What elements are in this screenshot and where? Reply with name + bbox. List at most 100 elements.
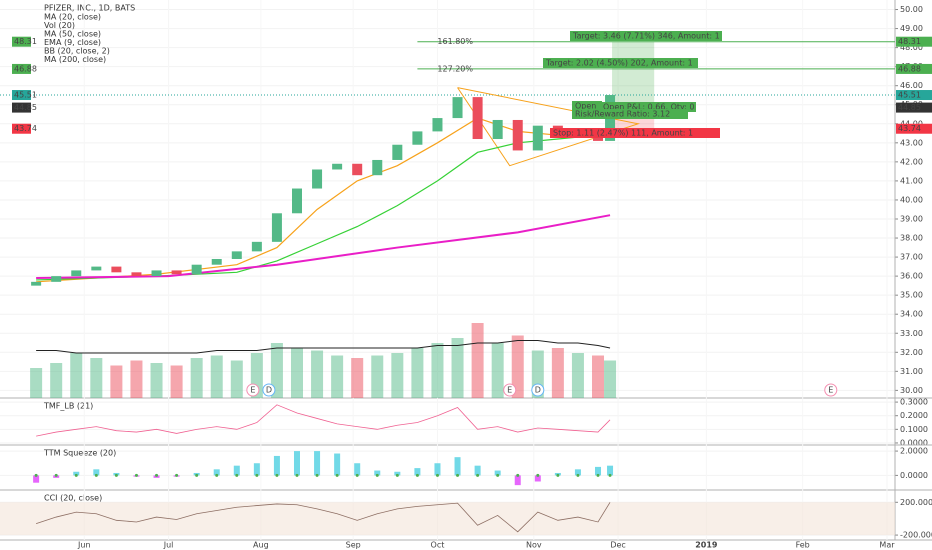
- legend-entry: MA (50, close): [44, 30, 101, 39]
- y-tick-label: 41.00: [900, 176, 923, 185]
- volume-bar: [230, 360, 243, 398]
- squeeze-dot: [476, 473, 480, 477]
- x-tick-label: Nov: [526, 541, 542, 550]
- squeeze-bar: [253, 463, 260, 476]
- squeeze-bar: [414, 468, 421, 476]
- y-tick-label: 50.00: [900, 5, 923, 14]
- indicator-line: [36, 404, 611, 437]
- price-tag-label: 43.74: [14, 124, 37, 133]
- fib-label: 127.20%: [437, 64, 473, 73]
- y-tick-label: 33.00: [900, 329, 923, 338]
- event-label: D: [266, 386, 272, 395]
- volume-bar: [331, 355, 344, 398]
- profit-zone: [612, 41, 655, 108]
- ma-line: [36, 214, 611, 280]
- squeeze-dot: [114, 473, 118, 477]
- squeeze-dot: [155, 473, 159, 477]
- volume-bar: [351, 358, 364, 398]
- squeeze-dot: [295, 473, 299, 477]
- squeeze-bar: [494, 470, 501, 476]
- event-marker: [503, 383, 517, 397]
- squeeze-bar: [374, 470, 381, 476]
- squeeze-dot: [395, 473, 399, 477]
- volume-bar: [551, 348, 564, 398]
- volume-bar: [210, 355, 223, 398]
- candle-body: [432, 118, 443, 132]
- squeeze-dot: [516, 473, 520, 477]
- price-tag: [12, 36, 31, 47]
- candle-body: [211, 258, 222, 265]
- squeeze-dot: [134, 473, 138, 477]
- price-tag-label: 44.85: [14, 103, 37, 112]
- candle-body: [492, 119, 503, 140]
- squeeze-dot: [195, 473, 199, 477]
- volume-bar: [130, 360, 143, 398]
- y-tick-label: 34.00: [900, 310, 923, 319]
- candle-body: [512, 119, 523, 151]
- fib-label: 161.80%: [437, 37, 473, 46]
- x-tick-label: Feb: [796, 541, 810, 550]
- squeeze-bar: [474, 465, 481, 476]
- y-tick-label: 37.00: [900, 253, 923, 262]
- x-tick-label: Jul: [163, 541, 174, 550]
- y-tick-label: -200.0000: [900, 531, 932, 540]
- y-tick-label: 0.1000: [900, 425, 928, 434]
- volume-bar: [511, 335, 524, 398]
- price-tag-label: 48.31: [14, 37, 37, 46]
- pane-title: CCI (20, close): [44, 494, 102, 503]
- volume-ma: [36, 340, 611, 354]
- y-tick-label: 32.00: [900, 348, 923, 357]
- squeeze-dot: [255, 473, 259, 477]
- y-tick-label: 46.00: [900, 81, 923, 90]
- volume-bar: [571, 353, 584, 398]
- candle-body: [111, 266, 122, 273]
- volume-bar: [371, 355, 384, 398]
- candle-body: [151, 270, 162, 277]
- stop-label: Stop: 1.11 (2.47%) 111, Amount: 1: [553, 129, 693, 138]
- volume-bar: [30, 368, 43, 398]
- volume-bar: [290, 348, 303, 398]
- squeeze-bar: [574, 469, 581, 476]
- x-tick-label: Mar: [879, 541, 895, 550]
- rr-label: Risk/Reward Ratio: 3.12: [575, 110, 670, 119]
- x-tick-label: Jun: [77, 541, 91, 550]
- candle-body: [271, 213, 282, 242]
- candle-body: [71, 270, 82, 277]
- squeeze-dot: [608, 473, 612, 477]
- target-label: Target: 3.46 (7.71%) 346, Amount: 1: [572, 32, 720, 41]
- candle-body: [291, 188, 302, 214]
- ma-line: [36, 132, 611, 281]
- candle-body: [352, 163, 363, 176]
- y-tick-label: 40.00: [900, 195, 923, 204]
- x-tick-label: Oct: [431, 541, 445, 550]
- y-tick-label: 35.00: [900, 291, 923, 300]
- x-tick-label: Dec: [610, 541, 625, 550]
- y-tick-label: 30.00: [900, 386, 923, 395]
- squeeze-bar: [233, 465, 240, 476]
- x-tick-label: Sep: [346, 541, 361, 550]
- squeeze-bar: [534, 475, 541, 482]
- candle-body: [392, 144, 403, 160]
- indicator-line: [35, 502, 611, 533]
- legend-entry: BB (20, close, 2): [44, 47, 110, 56]
- stop-label-box: [550, 128, 720, 138]
- open-label: Open: [575, 102, 596, 111]
- squeeze-dot: [94, 473, 98, 477]
- squeeze-bar: [607, 465, 614, 476]
- candle-body: [532, 125, 543, 151]
- squeeze-dot: [596, 473, 600, 477]
- price-tag-label: 44.85: [898, 103, 921, 112]
- volume-bar: [431, 343, 444, 398]
- squeeze-bar: [314, 451, 321, 476]
- event-label: E: [507, 386, 512, 395]
- candle-body: [191, 264, 202, 275]
- squeeze-bar: [514, 475, 521, 486]
- price-tag: [12, 123, 31, 134]
- target-label-box: [543, 58, 698, 68]
- squeeze-dot: [215, 473, 219, 477]
- x-tick-label: 2019: [695, 541, 718, 550]
- squeeze-bar: [595, 466, 602, 476]
- volume-bar: [70, 353, 83, 398]
- open-label-box: [572, 101, 602, 111]
- triangle-drawing: [457, 87, 641, 167]
